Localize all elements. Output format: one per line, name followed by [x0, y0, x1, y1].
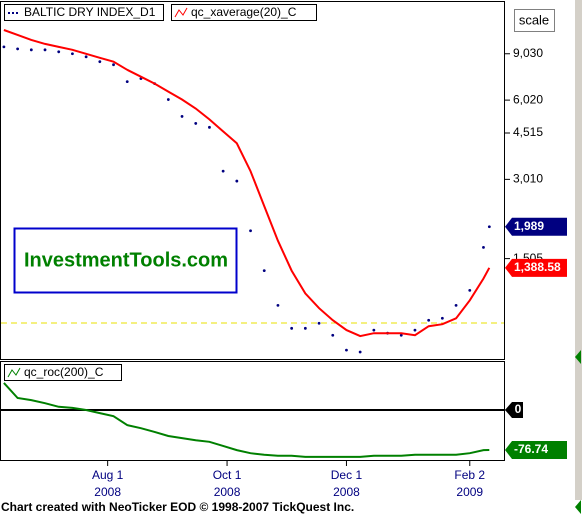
data-dot	[112, 63, 115, 67]
data-dot	[427, 318, 431, 322]
data-dot	[43, 48, 47, 52]
data-dot	[194, 122, 198, 125]
data-dot	[262, 269, 266, 273]
data-dot	[487, 225, 491, 229]
scale-button-label[interactable]: scale	[519, 12, 549, 27]
data-dot	[290, 326, 294, 330]
last-value-label: -76.74	[514, 442, 548, 456]
lower-panel	[0, 361, 505, 461]
data-dot	[372, 328, 376, 332]
last-value-label: 1,388.58	[514, 260, 561, 274]
x-tick-year: 2008	[94, 485, 121, 499]
data-dot	[249, 229, 252, 233]
data-dot	[440, 316, 444, 320]
data-dot	[98, 60, 102, 64]
legend-box	[4, 364, 122, 381]
x-tick-year: 2009	[456, 485, 483, 499]
last-value-box	[505, 258, 567, 277]
y-tick-label: 0	[515, 402, 522, 416]
legend-icon	[174, 7, 188, 18]
x-tick-label: Aug 1	[92, 468, 124, 482]
legend-label: BALTIC DRY INDEX_D1	[24, 5, 156, 19]
data-dot	[221, 169, 225, 173]
x-tick-label: Feb 2	[454, 468, 485, 482]
data-line	[3, 29, 491, 338]
last-value-label: 1,989	[514, 219, 544, 233]
y-tick-label: 9,030	[513, 46, 543, 60]
legend-box	[171, 4, 317, 21]
legend-label: qc_xaverage(20)_C	[191, 5, 297, 19]
data-dot	[208, 125, 211, 129]
legend-label: qc_roc(200)_C	[24, 365, 104, 379]
scroll-arrow[interactable]	[575, 350, 581, 364]
data-dot	[331, 333, 335, 337]
x-tick-year: 2008	[333, 485, 360, 499]
x-tick-label: Oct 1	[213, 468, 242, 482]
data-dot	[71, 52, 74, 56]
data-dot	[180, 115, 184, 118]
y-tick-label: 6,020	[513, 92, 543, 106]
data-dot	[399, 333, 403, 337]
last-value-box	[505, 217, 567, 236]
scale-button[interactable]	[514, 9, 555, 32]
data-dot	[276, 303, 280, 307]
data-dot	[166, 98, 170, 101]
legend-box	[4, 4, 164, 21]
watermark: InvestmentTools.com	[24, 249, 228, 271]
data-dot	[235, 179, 239, 183]
data-dot	[29, 48, 33, 52]
side-strip	[575, 0, 582, 500]
legend-icon	[7, 367, 21, 378]
y-tick-box	[505, 401, 523, 418]
data-dot	[482, 246, 485, 249]
last-value-box	[505, 440, 567, 459]
scroll-arrow[interactable]	[575, 500, 581, 514]
upper-panel	[0, 1, 505, 360]
data-dot	[84, 55, 88, 59]
data-dot	[2, 45, 6, 49]
data-dot	[468, 288, 472, 292]
data-dot	[358, 350, 362, 354]
footer: Chart created with NeoTicker EOD © 1998-…	[1, 500, 354, 514]
data-dot	[454, 303, 458, 307]
y-tick-label: 4,515	[513, 125, 543, 139]
x-tick-year: 2008	[214, 485, 241, 499]
data-dot	[303, 326, 307, 330]
watermark-box	[13, 227, 238, 294]
data-dot	[345, 348, 348, 352]
x-tick-label: Dec 1	[331, 468, 363, 482]
data-dot	[413, 328, 417, 332]
data-dot	[317, 321, 321, 325]
data-line	[3, 382, 490, 458]
data-dot	[57, 50, 61, 54]
data-dot	[16, 47, 20, 51]
data-dot	[125, 80, 129, 84]
y-tick-label: 3,010	[513, 172, 543, 186]
